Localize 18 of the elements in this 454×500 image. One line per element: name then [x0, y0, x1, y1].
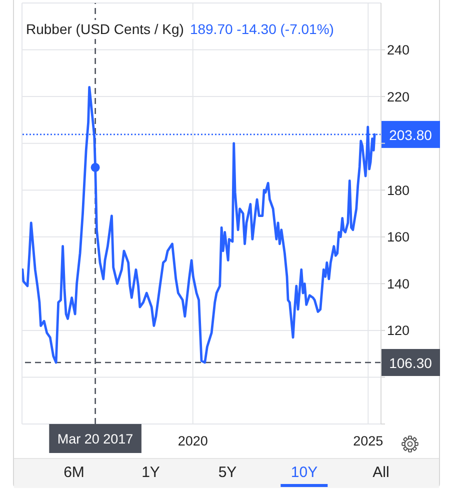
- y-tick-label: 140: [387, 276, 410, 292]
- y-tick-label: 240: [387, 42, 410, 58]
- ref-line-label: Mar 20 2017: [57, 432, 134, 446]
- x-tick-label: 2020: [178, 434, 208, 449]
- text: 5Y: [217, 463, 238, 483]
- x-tick-label: 2025: [353, 434, 384, 449]
- ref-line-label: 106.30: [389, 354, 432, 371]
- text: Rubber (USD Cents / Kg): [26, 21, 184, 37]
- text: All: [372, 463, 390, 483]
- ref-line-label: 203.80: [389, 126, 432, 143]
- text: 189.70 -14.30 (-7.01%): [190, 21, 334, 37]
- y-tick-label: 120: [387, 323, 410, 338]
- text: 6M: [62, 463, 86, 483]
- y-tick-label: 220: [387, 89, 410, 104]
- text: 10Y: [280, 462, 328, 487]
- y-tick-label: 180: [387, 182, 410, 198]
- y-tick-label: 160: [387, 230, 410, 245]
- text: 1Y: [140, 463, 161, 483]
